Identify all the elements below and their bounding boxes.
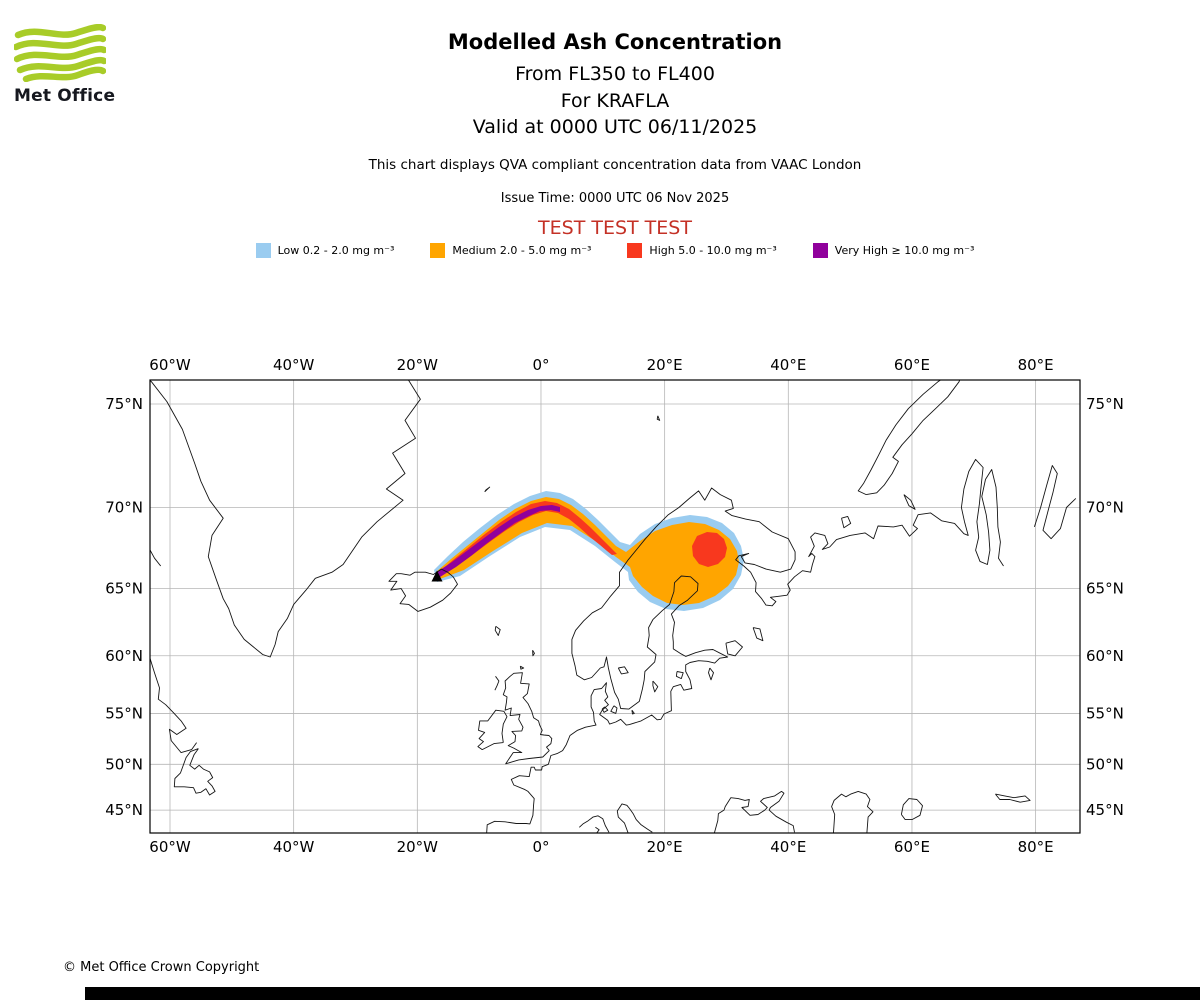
legend-swatch xyxy=(812,243,828,258)
legend-label: High 5.0 - 10.0 mg m⁻³ xyxy=(649,244,777,257)
lat-label-left: 55°N xyxy=(105,704,143,722)
lon-label-bottom: 40°W xyxy=(273,838,315,856)
lon-label-top: 60°E xyxy=(894,356,930,374)
legend-label: Very High ≥ 10.0 mg m⁻³ xyxy=(834,244,975,257)
legend-swatch xyxy=(255,243,271,258)
lon-label-top: 40°W xyxy=(273,356,315,374)
lat-label-left: 75°N xyxy=(105,395,143,413)
lat-label-right: 75°N xyxy=(1086,395,1124,413)
legend-label: Medium 2.0 - 5.0 mg m⁻³ xyxy=(452,244,592,257)
chart-title: Modelled Ash Concentration xyxy=(447,30,783,54)
map-background xyxy=(150,380,1080,833)
lat-label-left: 70°N xyxy=(105,499,143,517)
lon-label-bottom: 20°W xyxy=(397,838,439,856)
qva-disclaimer: This chart displays QVA compliant concen… xyxy=(368,157,862,173)
lat-label-left: 60°N xyxy=(105,647,143,665)
legend-swatch xyxy=(627,243,643,258)
lat-label-right: 65°N xyxy=(1086,580,1124,598)
lon-label-bottom: 60°E xyxy=(894,838,930,856)
lon-label-bottom: 20°E xyxy=(647,838,683,856)
lon-label-top: 20°E xyxy=(647,356,683,374)
legend: Low 0.2 - 2.0 mg m⁻³ Medium 2.0 - 5.0 mg … xyxy=(30,243,1200,258)
ash-plume-very-high xyxy=(437,505,560,577)
lon-label-top: 40°E xyxy=(770,356,806,374)
legend-label: Low 0.2 - 2.0 mg m⁻³ xyxy=(277,244,395,257)
lat-label-right: 70°N xyxy=(1086,499,1124,517)
legend-swatch xyxy=(430,243,446,258)
legend-item: High 5.0 - 10.0 mg m⁻³ xyxy=(627,243,777,258)
ash-plume-high xyxy=(437,501,617,576)
issue-time-label: Issue Time: 0000 UTC 06 Nov 2025 xyxy=(500,191,730,206)
met-office-logo-waves xyxy=(14,24,106,82)
lon-label-top: 20°W xyxy=(397,356,439,374)
ash-plume xyxy=(434,491,744,611)
lat-label-right: 45°N xyxy=(1086,801,1124,819)
bottom-bar xyxy=(85,987,1200,1000)
met-office-logo: Met Office xyxy=(14,24,134,106)
chart-header: Modelled Ash Concentration From FL350 to… xyxy=(30,30,1200,141)
ash-concentration-map: 60°W 60°W 40°W 40°W 20°W 20°W 0° 0° 20°E 20°E 40°E… xyxy=(105,356,1124,856)
met-office-logo-text: Met Office xyxy=(14,86,116,106)
lon-label-top: 80°E xyxy=(1018,356,1054,374)
lon-label-top: 0° xyxy=(532,356,549,374)
legend-item: Very High ≥ 10.0 mg m⁻³ xyxy=(812,243,975,258)
lon-label-top: 60°W xyxy=(149,356,191,374)
legend-item: Medium 2.0 - 5.0 mg m⁻³ xyxy=(430,243,591,258)
volcano-marker xyxy=(431,570,443,582)
test-banner: TEST TEST TEST xyxy=(538,217,692,239)
copyright-notice: © Met Office Crown Copyright xyxy=(63,960,260,975)
legend-item: Low 0.2 - 2.0 mg m⁻³ xyxy=(255,243,395,258)
lat-label-right: 55°N xyxy=(1086,704,1124,722)
lat-label-right: 60°N xyxy=(1086,647,1124,665)
lon-label-bottom: 0° xyxy=(532,838,549,856)
lat-label-left: 45°N xyxy=(105,801,143,819)
lon-label-bottom: 40°E xyxy=(770,838,806,856)
chart-subtitle-volcano: For KRAFLA xyxy=(560,89,670,112)
lon-label-bottom: 60°W xyxy=(149,838,191,856)
lat-label-right: 50°N xyxy=(1086,755,1124,773)
map-frame xyxy=(149,379,1081,834)
lat-label-left: 65°N xyxy=(105,580,143,598)
lon-label-bottom: 80°E xyxy=(1018,838,1054,856)
lat-label-left: 50°N xyxy=(105,755,143,773)
coastlines xyxy=(150,380,1077,833)
chart-subtitle-valid-time: Valid at 0000 UTC 06/11/2025 xyxy=(472,116,758,138)
chart-subtitle-flight-levels: From FL350 to FL400 xyxy=(515,63,715,85)
ash-plume-high xyxy=(692,532,727,567)
